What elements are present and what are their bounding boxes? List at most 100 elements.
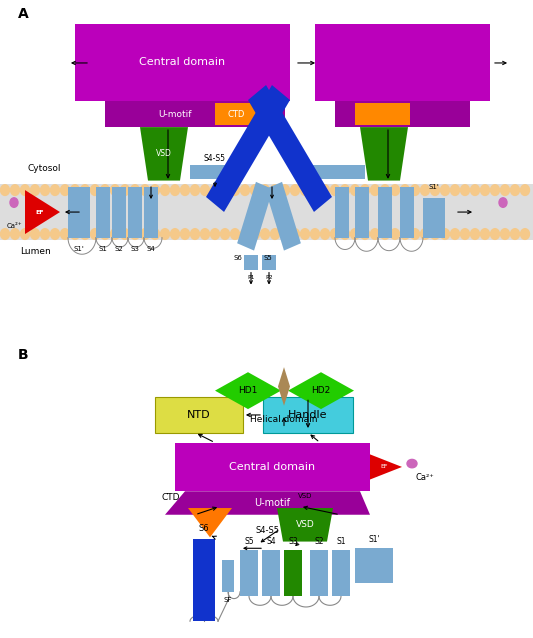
Text: S5: S5	[244, 537, 254, 546]
Text: U-motif: U-motif	[254, 498, 290, 508]
Circle shape	[131, 228, 140, 239]
Circle shape	[500, 185, 510, 195]
Circle shape	[1, 185, 10, 195]
Circle shape	[41, 185, 50, 195]
Polygon shape	[237, 182, 273, 251]
Circle shape	[461, 228, 470, 239]
Bar	[112, 186, 126, 237]
Bar	[244, 255, 258, 270]
Text: S3: S3	[288, 537, 298, 546]
Circle shape	[110, 228, 119, 239]
Bar	[355, 548, 393, 584]
Text: EF: EF	[380, 464, 387, 470]
Text: B: B	[18, 348, 29, 362]
Circle shape	[290, 185, 300, 195]
Circle shape	[511, 228, 520, 239]
Circle shape	[370, 185, 379, 195]
Circle shape	[110, 185, 119, 195]
Circle shape	[330, 185, 340, 195]
Circle shape	[351, 185, 359, 195]
Text: S2: S2	[314, 537, 324, 546]
Circle shape	[30, 228, 39, 239]
Text: S1: S1	[99, 246, 108, 253]
Circle shape	[221, 185, 230, 195]
Circle shape	[320, 185, 329, 195]
Circle shape	[440, 228, 449, 239]
Circle shape	[80, 185, 90, 195]
Text: S4: S4	[266, 537, 276, 546]
Circle shape	[360, 228, 369, 239]
Bar	[355, 186, 369, 237]
Circle shape	[160, 185, 169, 195]
Circle shape	[271, 228, 279, 239]
Bar	[335, 186, 349, 237]
Polygon shape	[265, 182, 301, 251]
Circle shape	[490, 185, 499, 195]
Circle shape	[181, 185, 190, 195]
Bar	[96, 186, 110, 237]
Circle shape	[320, 228, 329, 239]
Circle shape	[160, 228, 169, 239]
Text: S2: S2	[115, 246, 123, 253]
Circle shape	[171, 185, 180, 195]
Circle shape	[311, 185, 319, 195]
Text: Handle: Handle	[288, 410, 328, 420]
Circle shape	[190, 228, 199, 239]
Bar	[68, 186, 90, 237]
Circle shape	[230, 185, 239, 195]
Text: Ca²⁺: Ca²⁺	[416, 473, 434, 482]
Circle shape	[381, 228, 390, 239]
Circle shape	[10, 198, 18, 207]
Text: Lumen: Lumen	[20, 248, 51, 256]
Circle shape	[230, 228, 239, 239]
Circle shape	[381, 185, 390, 195]
Text: Helical domain: Helical domain	[251, 415, 318, 424]
Circle shape	[500, 228, 510, 239]
Text: S4-S5: S4-S5	[204, 154, 226, 163]
Polygon shape	[278, 367, 290, 406]
Circle shape	[391, 185, 400, 195]
Circle shape	[400, 228, 409, 239]
Circle shape	[301, 185, 310, 195]
Text: S1': S1'	[429, 184, 439, 189]
Polygon shape	[188, 508, 232, 537]
Circle shape	[120, 185, 130, 195]
Bar	[215, 103, 257, 125]
Circle shape	[101, 185, 109, 195]
Circle shape	[271, 185, 279, 195]
Text: S3: S3	[131, 246, 140, 253]
Text: S1: S1	[336, 537, 346, 546]
Circle shape	[351, 228, 359, 239]
Text: P1: P1	[247, 276, 255, 281]
Bar	[240, 550, 258, 596]
Circle shape	[171, 228, 180, 239]
Circle shape	[240, 185, 249, 195]
Circle shape	[261, 185, 270, 195]
Circle shape	[301, 228, 310, 239]
Polygon shape	[165, 491, 370, 515]
Circle shape	[141, 185, 149, 195]
Polygon shape	[248, 85, 332, 212]
Circle shape	[431, 185, 440, 195]
Text: CTD: CTD	[161, 493, 180, 503]
Bar	[310, 550, 328, 596]
Circle shape	[80, 228, 90, 239]
Circle shape	[407, 459, 417, 468]
Circle shape	[20, 228, 29, 239]
Text: S1': S1'	[74, 246, 84, 253]
Circle shape	[221, 228, 230, 239]
Circle shape	[410, 185, 419, 195]
Text: S1': S1'	[368, 535, 380, 544]
Polygon shape	[25, 190, 60, 234]
Bar	[262, 550, 280, 596]
Bar	[310, 165, 365, 179]
Circle shape	[51, 185, 60, 195]
Circle shape	[341, 228, 350, 239]
Circle shape	[251, 185, 260, 195]
Circle shape	[421, 228, 430, 239]
Bar	[105, 101, 285, 127]
Polygon shape	[140, 127, 188, 181]
Text: SF: SF	[224, 597, 232, 604]
Circle shape	[391, 228, 400, 239]
Bar	[222, 560, 234, 592]
